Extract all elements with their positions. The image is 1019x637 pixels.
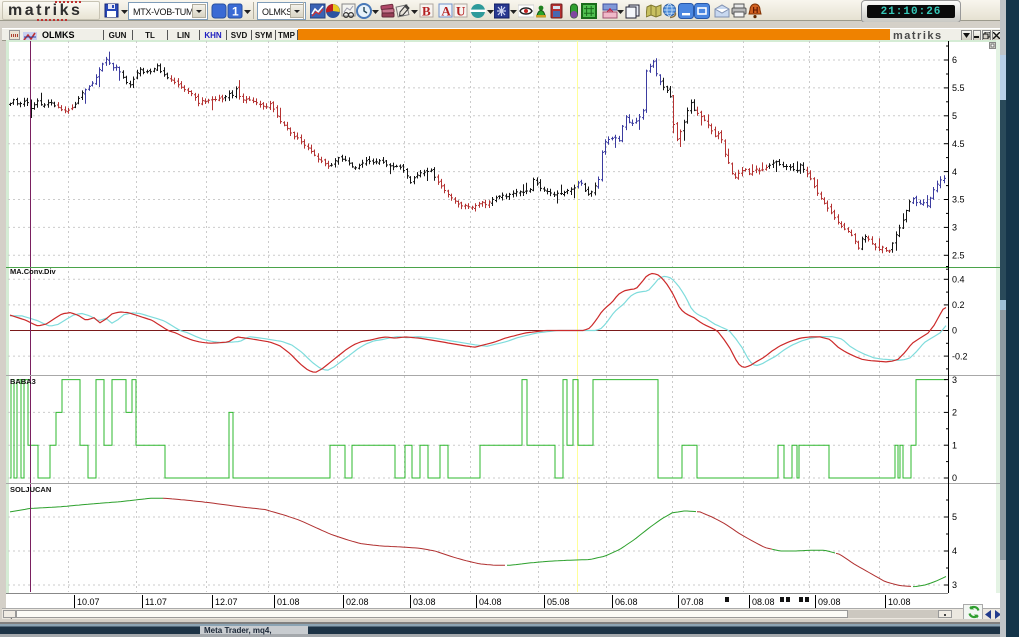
svg-text:0.4: 0.4 — [952, 275, 965, 285]
svg-text:5: 5 — [952, 111, 957, 121]
svg-text:3: 3 — [952, 223, 957, 233]
svg-text:1: 1 — [232, 5, 239, 19]
svg-text:SOLJUCAN: SOLJUCAN — [10, 485, 51, 494]
svg-text:MA.Conv.Div: MA.Conv.Div — [10, 267, 57, 276]
svg-text:2: 2 — [952, 408, 957, 418]
svg-text:3: 3 — [952, 375, 957, 385]
svg-text:-0.2: -0.2 — [952, 351, 968, 361]
svg-text:U: U — [456, 4, 466, 19]
svg-text:6: 6 — [952, 55, 957, 65]
svg-text:B: B — [422, 4, 431, 19]
svg-text:BABA3: BABA3 — [10, 377, 36, 386]
svg-text:4: 4 — [952, 546, 957, 556]
svg-text:0.2: 0.2 — [952, 300, 965, 310]
svg-text:5.5: 5.5 — [952, 83, 965, 93]
svg-text:2.5: 2.5 — [952, 251, 965, 261]
svg-text:5: 5 — [952, 512, 957, 522]
svg-text:3.5: 3.5 — [952, 195, 965, 205]
svg-text:3: 3 — [952, 580, 957, 590]
svg-text:4.5: 4.5 — [952, 139, 965, 149]
svg-text:A: A — [441, 4, 451, 19]
svg-text:0: 0 — [952, 473, 957, 483]
svg-text:4: 4 — [952, 167, 957, 177]
svg-text:H: H — [753, 6, 759, 15]
svg-text:0: 0 — [952, 326, 957, 336]
svg-text:1: 1 — [952, 440, 957, 450]
